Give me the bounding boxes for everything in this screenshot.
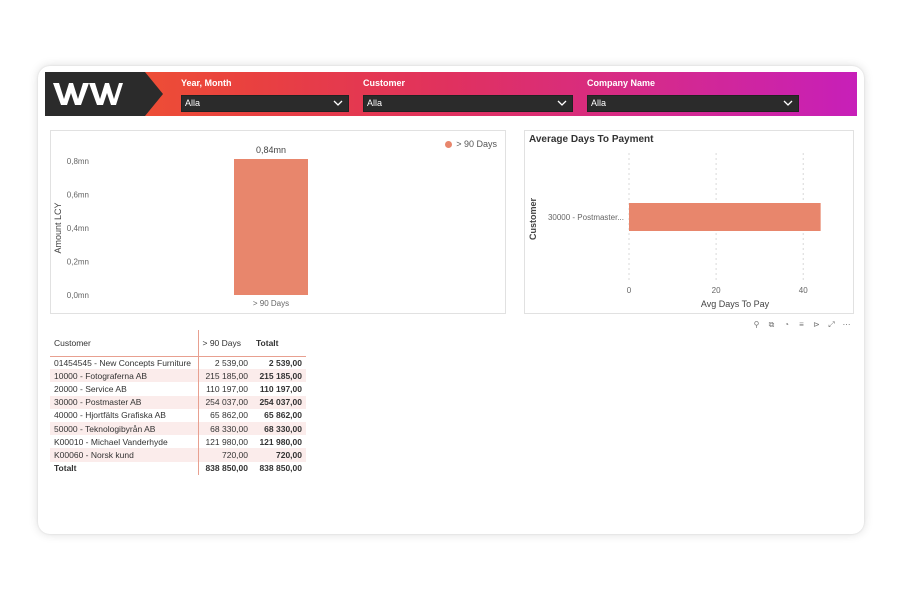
table-row[interactable]: 50000 - Teknologibyrån AB 68 330,00 68 330… (50, 421, 306, 436)
table-header-row: Customer > 90 Days Totalt (50, 330, 306, 357)
legend-label: > 90 Days (456, 139, 497, 149)
table-total-row: Totalt 838 850,00 838 850,00 (50, 461, 306, 475)
table-row[interactable]: 01454545 - New Concepts Furniture 2 539,0… (50, 356, 306, 370)
x-tick-label: > 90 Days (253, 299, 289, 308)
bar-0 (234, 159, 308, 295)
customer-dropdown[interactable]: Alla (363, 95, 573, 112)
cell-over-90-days: 68 330,00 (197, 421, 252, 436)
legend-swatch (445, 140, 453, 148)
slicer-title: Company Name (587, 78, 656, 88)
bell-icon[interactable]: ◔ (784, 320, 789, 329)
cell-customer: 20000 - Service AB (54, 383, 127, 394)
chevron-down-icon (557, 100, 567, 106)
x-tick-label: 0 (627, 286, 632, 295)
y-tick-label: 0,4mn (67, 224, 89, 233)
total-totalt: 838 850,00 (259, 463, 302, 474)
copy-icon[interactable]: ⧉ (768, 320, 775, 329)
y-tick-label: 30000 - Postmaster... (548, 213, 624, 222)
amount-lcy-chart[interactable]: > 90 Days 0,0mn 0,2mn 0,4mn 0,6mn 0,8mn Amoun… (50, 130, 506, 314)
chart-legend: > 90 Days (445, 139, 497, 149)
data-label: 0,84mn (256, 145, 286, 155)
cell-totalt: 254 037,00 (252, 395, 306, 409)
cell-totalt: 121 980,00 (259, 436, 302, 447)
bar-chart-svg: 0 20 40 30000 - Postmaster... Avg Days To Pa… (528, 153, 821, 309)
cell-totalt: 68 330,00 (252, 421, 306, 436)
slicer-company-name: Company Name Alla (587, 77, 799, 112)
cell-totalt: 110 197,00 (259, 383, 302, 394)
x-tick-label: 20 (712, 286, 721, 295)
column-header-over-90-days[interactable]: > 90 Days (197, 330, 252, 357)
y-axis-title: Amount LCY (53, 202, 63, 253)
cell-customer: 40000 - Hjortfälts Grafiska AB (54, 410, 166, 421)
dropdown-value: Alla (367, 98, 383, 108)
total-label: Totalt (54, 463, 77, 474)
cell-over-90-days: 2 539,00 (197, 356, 252, 370)
chevron-down-icon (783, 100, 793, 106)
slicer-customer: Customer Alla (363, 77, 573, 112)
more-options-icon[interactable]: ⋯ (842, 320, 851, 329)
report-canvas: Year, Month Alla Customer Alla Company N… (38, 66, 864, 534)
table-row[interactable]: 40000 - Hjortfälts Grafiska AB 65 862,00 6… (50, 408, 306, 422)
cell-over-90-days: 121 980,00 (197, 435, 252, 449)
table-row[interactable]: 10000 - Fotograferna AB 215 185,00 215 185… (50, 369, 306, 383)
cell-totalt: 65 862,00 (264, 410, 302, 421)
y-tick-label: 0,2mn (67, 258, 89, 267)
expand-icon[interactable]: ⤢ (828, 320, 835, 329)
table-row[interactable]: 20000 - Service AB 110 197,00 110 197,00 (50, 382, 306, 396)
bar-0 (629, 203, 821, 231)
cell-over-90-days: 65 862,00 (197, 408, 252, 422)
cell-over-90-days: 215 185,00 (197, 369, 252, 383)
slicer-title: Customer (363, 78, 406, 88)
y-axis-title: Customer (528, 198, 538, 241)
cell-customer: K00010 - Michael Vanderhyde (54, 436, 168, 447)
column-header-totalt[interactable]: Totalt (252, 330, 306, 357)
cell-customer: K00060 - Norsk kund (50, 448, 198, 462)
table-row[interactable]: K00010 - Michael Vanderhyde 121 980,00 121… (50, 435, 306, 449)
y-tick-label: 0,8mn (67, 157, 89, 166)
report-header: Year, Month Alla Customer Alla Company N… (45, 72, 857, 116)
slicer-title: Year, Month (181, 78, 232, 88)
company-name-dropdown[interactable]: Alla (587, 95, 799, 112)
chevron-down-icon (333, 100, 343, 106)
slicer-year-month: Year, Month Alla (181, 77, 349, 112)
year-month-dropdown[interactable]: Alla (181, 95, 349, 112)
y-tick-label: 0,0mn (67, 291, 89, 300)
x-axis-title: Avg Days To Pay (701, 299, 770, 309)
y-tick-label: 0,6mn (67, 191, 89, 200)
pin-icon[interactable]: ⚲ (753, 320, 760, 329)
cell-customer: 10000 - Fotograferna AB (50, 369, 198, 383)
focus-mode-icon[interactable]: ⊳ (813, 320, 820, 329)
cell-customer: 50000 - Teknologibyrån AB (50, 421, 198, 436)
cell-over-90-days: 254 037,00 (197, 395, 252, 409)
cell-customer: 01454545 - New Concepts Furniture (54, 357, 192, 368)
visual-toolbar: ⚲ ⧉ ◔ ≡ ⊳ ⤢ ⋯ (752, 320, 851, 330)
x-tick-label: 40 (799, 286, 808, 295)
total-over-90-days: 838 850,00 (197, 461, 252, 475)
cell-totalt: 720,00 (252, 448, 306, 462)
avg-days-to-payment-chart[interactable]: Average Days To Payment 0 20 40 30000 - Pos… (524, 130, 854, 314)
table-row[interactable]: 30000 - Postmaster AB 254 037,00 254 037,0… (50, 395, 306, 409)
column-chart-svg: 0,0mn 0,2mn 0,4mn 0,6mn 0,8mn Amount LCY 0,84m… (53, 145, 308, 308)
cell-over-90-days: 720,00 (197, 448, 252, 462)
cell-totalt: 215 185,00 (252, 369, 306, 383)
cell-customer: 30000 - Postmaster AB (50, 395, 198, 409)
cell-over-90-days: 110 197,00 (197, 382, 252, 396)
chart-title: Average Days To Payment (529, 134, 654, 145)
filter-icon[interactable]: ≡ (799, 320, 804, 329)
company-logo (45, 72, 163, 116)
table-row[interactable]: K00060 - Norsk kund 720,00 720,00 (50, 448, 306, 462)
customer-matrix[interactable]: Customer > 90 Days Totalt 01454545 - New… (50, 330, 306, 475)
dropdown-value: Alla (591, 98, 607, 108)
cell-totalt: 2 539,00 (268, 357, 302, 368)
dropdown-value: Alla (185, 98, 201, 108)
logo-mark-icon (53, 83, 123, 105)
column-header-customer[interactable]: Customer (50, 330, 198, 357)
